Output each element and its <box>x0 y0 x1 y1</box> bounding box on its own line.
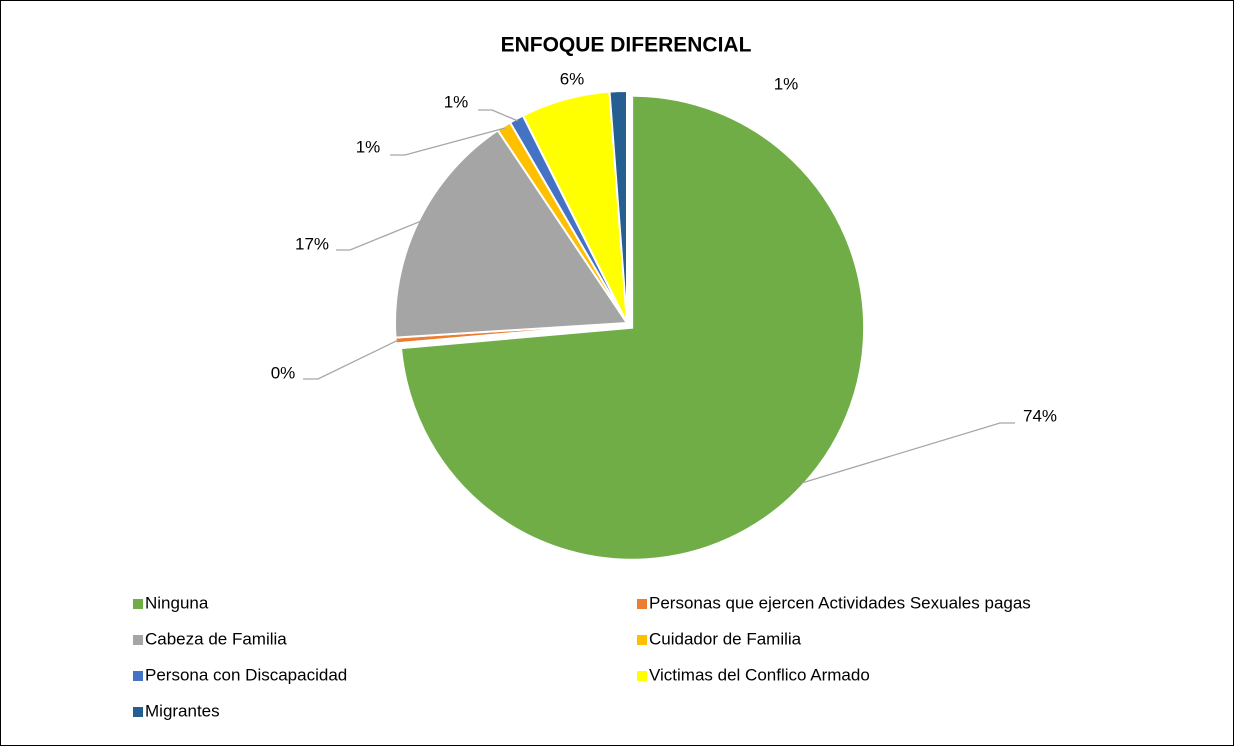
legend-swatch <box>133 671 143 681</box>
legend-label: Ninguna <box>145 593 209 612</box>
leader-line <box>336 220 422 251</box>
legend-label: Cuidador de Familia <box>649 629 802 648</box>
data-label: 1% <box>774 74 799 93</box>
data-label: 1% <box>444 92 469 111</box>
legend-label: Migrantes <box>145 701 220 720</box>
data-label: 74% <box>1023 406 1057 425</box>
legend-swatch <box>133 707 143 717</box>
legend-label: Persona con Discapacidad <box>145 665 347 684</box>
data-label: 1% <box>356 137 381 156</box>
legend-label: Cabeza de Familia <box>145 629 287 648</box>
legend-swatch <box>637 671 647 681</box>
pie-slice <box>394 128 629 339</box>
data-label: 0% <box>271 363 296 382</box>
leader-line <box>478 109 518 122</box>
leader-line <box>303 339 398 380</box>
legend-swatch <box>637 599 647 609</box>
chart-title: ENFOQUE DIFERENCIAL <box>501 34 752 57</box>
data-label: 17% <box>295 234 329 253</box>
legend-swatch <box>133 635 143 645</box>
data-label: 6% <box>560 69 585 88</box>
legend-label: Victimas del Conflico Armado <box>649 665 870 684</box>
legend-label: Personas que ejercen Actividades Sexuale… <box>649 593 1031 612</box>
leader-line <box>801 422 1015 484</box>
pie-slice <box>399 94 866 561</box>
legend-swatch <box>637 635 647 645</box>
leader-line <box>390 127 506 156</box>
pie-slice <box>608 89 628 324</box>
legend-swatch <box>133 599 143 609</box>
